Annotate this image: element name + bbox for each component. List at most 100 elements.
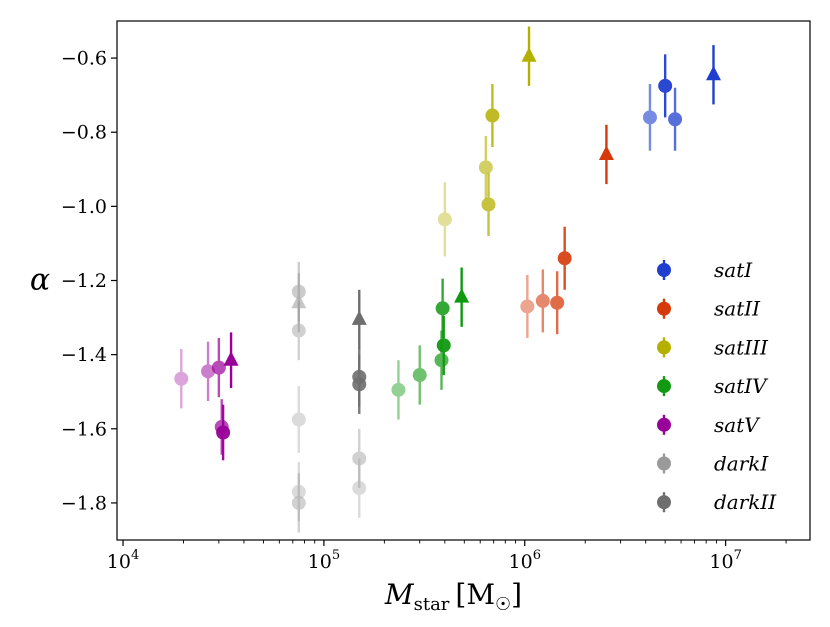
satI-triangle-marker xyxy=(705,65,721,81)
legend-label: darkII xyxy=(714,490,777,514)
darkI-point xyxy=(291,386,306,453)
satIV-point xyxy=(391,360,406,420)
satI-point xyxy=(668,87,683,151)
y-axis-label: α xyxy=(30,263,50,298)
darkI-point xyxy=(291,473,306,533)
darkI-marker xyxy=(352,451,367,466)
satIV-point xyxy=(436,315,451,376)
legend-item-satII: satII xyxy=(657,297,761,321)
x-axis-label-unit-sub: ☉ xyxy=(495,594,511,615)
satIV-point xyxy=(412,345,427,405)
satIII-triangle-marker xyxy=(521,47,537,62)
x-axis-label-close: ] xyxy=(511,578,522,611)
satII-triangle-marker xyxy=(598,145,614,160)
satIV-marker xyxy=(391,382,406,397)
satI-marker xyxy=(642,110,657,125)
satIV-triangle-marker xyxy=(454,288,470,303)
satI-point xyxy=(705,45,721,105)
satV-point xyxy=(174,349,189,409)
satII-marker xyxy=(520,299,535,314)
satIII-marker xyxy=(485,108,500,123)
y-tick-label: −1.6 xyxy=(61,418,107,440)
legend-label: satI xyxy=(714,258,753,282)
legend-marker xyxy=(657,379,671,394)
satV-marker xyxy=(201,364,216,379)
x-axis: 104 105 106 107 xyxy=(107,540,787,573)
satII-point xyxy=(520,274,535,338)
x-tick-label: 107 xyxy=(709,548,741,573)
legend-item-darkII: darkII xyxy=(657,490,777,514)
satII-point xyxy=(550,271,565,335)
satI-point xyxy=(658,54,673,118)
legend-label: satV xyxy=(714,413,761,437)
satIV-marker xyxy=(412,368,427,383)
satV-point xyxy=(201,341,216,401)
legend-item-satV: satV xyxy=(657,413,761,437)
satIII-marker xyxy=(478,160,493,175)
darkI-point xyxy=(291,273,307,333)
satI-marker xyxy=(658,78,673,93)
x-axis-label-main: M xyxy=(384,578,415,611)
satI-point xyxy=(642,84,657,151)
x-tick-label: 105 xyxy=(308,548,340,573)
satV-point xyxy=(211,337,226,398)
legend-marker xyxy=(657,263,671,277)
darkI-point xyxy=(291,462,306,522)
darkI-triangle-marker xyxy=(291,293,307,309)
satII-marker xyxy=(557,251,572,266)
satV-triangle-marker xyxy=(223,351,239,366)
darkI-marker xyxy=(352,481,367,496)
satIII-point xyxy=(481,172,496,237)
y-tick-label: −1.0 xyxy=(61,196,107,218)
legend-item-satI: satI xyxy=(657,258,753,282)
y-axis: −0.6 −0.8 −1.0 −1.2 −1.4 −1.6 −1.8 xyxy=(61,48,117,514)
darkII-triangle-marker xyxy=(351,310,367,325)
darkII-marker xyxy=(352,377,367,392)
x-axis-label-unit: [M xyxy=(455,578,495,611)
satIII-point xyxy=(485,84,500,148)
satII-point xyxy=(557,226,572,290)
darkII-point xyxy=(351,289,367,350)
satII-point xyxy=(535,269,550,333)
x-tick-label: 106 xyxy=(509,548,541,573)
satV-marker xyxy=(174,371,189,386)
satIV-marker xyxy=(436,338,451,353)
legend-marker xyxy=(657,456,671,471)
legend-label: satII xyxy=(714,297,761,321)
darkI-marker xyxy=(291,495,306,510)
satV-marker xyxy=(216,425,231,440)
darkI-marker xyxy=(291,412,306,427)
satI-marker xyxy=(668,112,683,127)
satIII-point xyxy=(437,182,452,257)
y-tick-label: −1.2 xyxy=(61,270,107,292)
legend-label: satIII xyxy=(714,335,769,359)
legend-marker xyxy=(657,495,671,510)
satV-point xyxy=(216,404,231,461)
darkI-point xyxy=(352,458,367,518)
satV-point xyxy=(223,332,239,389)
darkII-point xyxy=(352,354,367,414)
legend-label: satIV xyxy=(714,374,769,398)
x-tick-label: 104 xyxy=(107,548,139,573)
legend: satI satII satIII satIV satV darkI darkII xyxy=(657,258,777,514)
legend-label: darkI xyxy=(714,452,769,476)
y-tick-label: −0.8 xyxy=(61,122,107,144)
plot-frame xyxy=(116,20,811,541)
legend-marker xyxy=(657,417,671,432)
darkI-point xyxy=(352,428,367,489)
satIV-marker xyxy=(434,353,449,368)
satIII-marker xyxy=(437,212,452,227)
plot-area xyxy=(174,26,721,533)
satIII-marker xyxy=(481,197,496,212)
legend-item-darkI: darkI xyxy=(657,452,769,476)
y-tick-label: −1.4 xyxy=(61,344,107,366)
satIII-point xyxy=(478,135,493,199)
darkI-marker xyxy=(291,484,306,499)
satV-marker xyxy=(211,360,226,375)
y-tick-label: −1.8 xyxy=(61,492,107,514)
satIV-marker xyxy=(435,301,450,316)
y-tick-label: −0.6 xyxy=(61,48,107,70)
legend-marker xyxy=(657,301,671,316)
satII-point xyxy=(598,124,614,185)
